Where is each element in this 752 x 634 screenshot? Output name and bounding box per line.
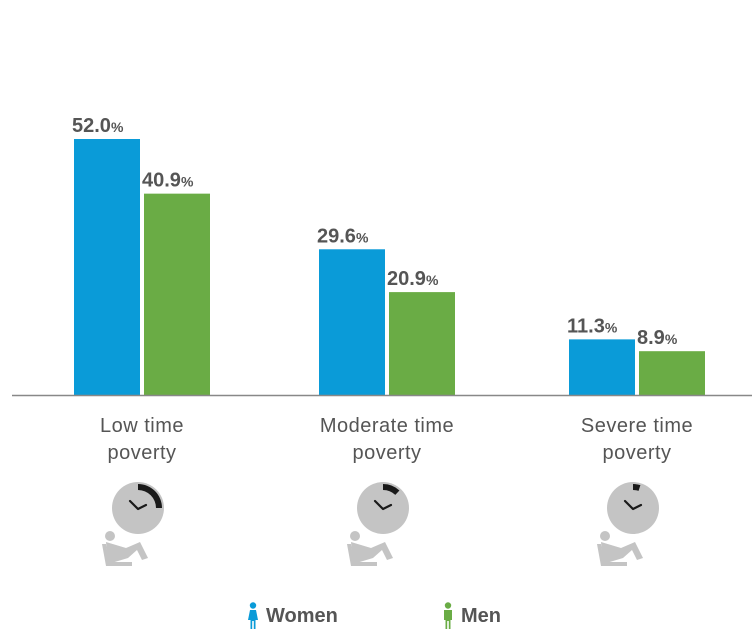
person-head (105, 531, 115, 541)
legend-label-women: Women (266, 604, 338, 627)
legend-item-men: Men (441, 602, 501, 630)
clock-hands (373, 499, 393, 511)
clock-time-arc (383, 484, 400, 495)
category-label-moderate-time-poverty-line-1: Moderate time (320, 415, 454, 437)
icon-group-low-time-poverty (102, 482, 164, 566)
bar-women-severe-time-poverty (569, 339, 635, 395)
category-labels-layer: Low time poverty Moderate time poverty Sever… (100, 415, 693, 464)
value-label-men-low-time-poverty: 40.9% (142, 170, 194, 192)
category-label-moderate-time-poverty-line-2: poverty (352, 442, 421, 464)
person-head (350, 531, 360, 541)
category-label-severe-time-poverty-line-2: poverty (602, 442, 671, 464)
bars-layer (74, 139, 705, 395)
value-labels-layer: 52.0% 40.9% 29.6% 20.9% 11.3% 8.9% (72, 115, 678, 349)
icons-layer (102, 482, 659, 566)
bar-men-moderate-time-poverty (389, 292, 455, 395)
legend: Women Men (0, 602, 752, 634)
man-icon (444, 602, 452, 629)
category-label-low-time-poverty-line-2: poverty (107, 442, 176, 464)
icon-group-severe-time-poverty (597, 482, 659, 566)
person-chair (597, 544, 627, 566)
icon-group-moderate-time-poverty (347, 482, 409, 566)
bar-women-low-time-poverty (74, 139, 140, 395)
value-label-women-severe-time-poverty: 11.3% (567, 315, 618, 337)
bar-women-moderate-time-poverty (319, 249, 385, 395)
person-body (351, 542, 393, 564)
value-label-men-severe-time-poverty: 8.9% (637, 327, 678, 349)
reclining-person-icon (102, 531, 148, 566)
bar-men-severe-time-poverty (639, 351, 705, 395)
clock-time-arc (138, 484, 162, 508)
person-body (601, 542, 643, 564)
category-label-severe-time-poverty-line-1: Severe time (581, 415, 693, 437)
person-chair (102, 544, 132, 566)
reclining-person-icon (597, 531, 643, 566)
value-label-women-moderate-time-poverty: 29.6% (317, 225, 369, 247)
bar-men-low-time-poverty (144, 193, 210, 395)
legend-item-women: Women (246, 602, 338, 630)
bar-chart: 52.0% 40.9% 29.6% 20.9% 11.3% 8.9% Low time po… (12, 115, 752, 566)
value-label-women-low-time-poverty: 52.0% (72, 115, 124, 137)
legend-label-men: Men (461, 604, 501, 627)
person-chair (347, 544, 377, 566)
woman-icon (248, 602, 258, 629)
clock-time-arc (633, 484, 641, 491)
reclining-person-icon (347, 531, 393, 566)
person-head (600, 531, 610, 541)
clock-hands (623, 499, 643, 511)
person-body (106, 542, 148, 564)
value-label-men-moderate-time-poverty: 20.9% (387, 268, 439, 290)
clock-hands (128, 499, 148, 511)
category-label-low-time-poverty-line-1: Low time (100, 415, 184, 437)
